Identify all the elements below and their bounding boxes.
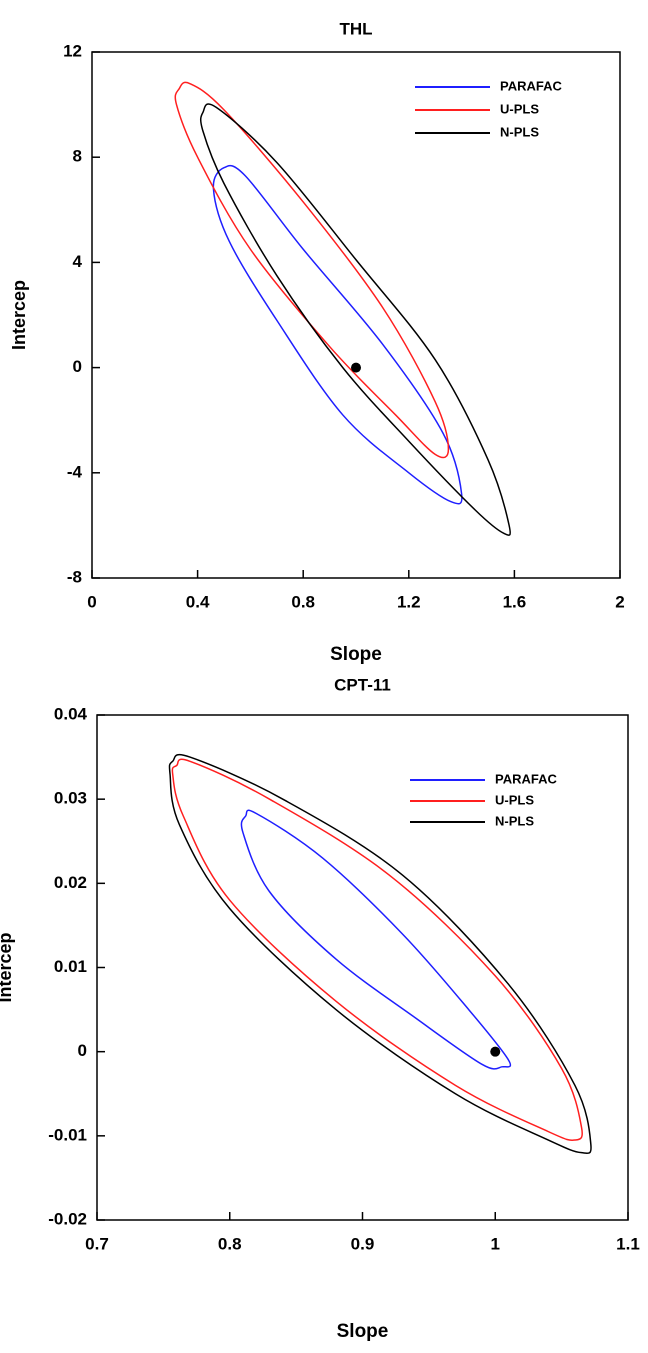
x-tick-label: 1.2 bbox=[397, 592, 421, 611]
x-tick-label: 0.7 bbox=[85, 1234, 109, 1253]
y-axis-label: Intercep bbox=[0, 932, 15, 1002]
confidence-region bbox=[168, 753, 592, 1155]
legend-label: PARAFAC bbox=[495, 771, 557, 786]
chart-title: THL bbox=[339, 19, 372, 38]
legend-label: N-PLS bbox=[495, 813, 534, 828]
plot-frame bbox=[96, 714, 629, 1221]
reference-point bbox=[490, 1046, 501, 1057]
x-tick-label: 1.6 bbox=[503, 592, 527, 611]
x-tick-label: 2 bbox=[615, 592, 624, 611]
x-tick-label: 0 bbox=[87, 592, 96, 611]
x-tick-label: 0.4 bbox=[186, 592, 210, 611]
y-tick-label: 0.03 bbox=[54, 789, 87, 808]
x-axis-label: Slope bbox=[337, 1321, 389, 1342]
x-axis-label: Slope bbox=[330, 644, 382, 665]
y-tick-label: 8 bbox=[73, 147, 82, 166]
y-tick-label: 0 bbox=[78, 1041, 87, 1060]
y-tick-label: 0.02 bbox=[54, 873, 87, 892]
y-axis-label: Intercep bbox=[9, 280, 29, 350]
plot-frame bbox=[91, 51, 621, 579]
legend-label: PARAFAC bbox=[500, 78, 562, 93]
y-tick-label: 12 bbox=[63, 41, 82, 60]
confidence-region bbox=[199, 103, 511, 536]
confidence-region bbox=[212, 164, 463, 505]
y-tick-label: 4 bbox=[73, 252, 83, 271]
y-tick-label: 0.04 bbox=[54, 704, 88, 723]
chart-title: CPT-11 bbox=[334, 675, 391, 694]
y-tick-label: -8 bbox=[67, 567, 82, 586]
confidence-region bbox=[171, 758, 583, 1142]
legend-label: N-PLS bbox=[500, 124, 539, 139]
y-tick-label: -0.02 bbox=[48, 1209, 87, 1228]
y-tick-label: -4 bbox=[67, 462, 83, 481]
y-tick-label: 0.01 bbox=[54, 957, 87, 976]
reference-point bbox=[351, 362, 361, 373]
legend-label: U-PLS bbox=[500, 101, 539, 116]
x-tick-label: 1.1 bbox=[616, 1234, 640, 1253]
y-tick-label: -0.01 bbox=[48, 1125, 87, 1144]
confidence-region bbox=[174, 81, 450, 459]
legend-label: U-PLS bbox=[495, 792, 534, 807]
x-tick-label: 0.9 bbox=[351, 1234, 375, 1253]
x-tick-label: 1 bbox=[491, 1234, 500, 1253]
x-tick-label: 0.8 bbox=[291, 592, 315, 611]
y-tick-label: 0 bbox=[73, 357, 82, 376]
x-tick-label: 0.8 bbox=[218, 1234, 242, 1253]
confidence-region bbox=[240, 809, 512, 1070]
